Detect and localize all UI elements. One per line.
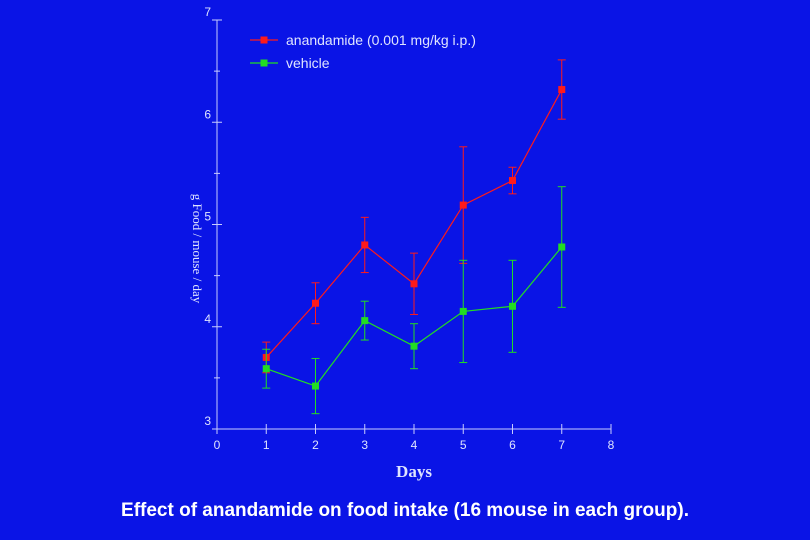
- series-line: [265, 89, 563, 358]
- data-point: [361, 241, 369, 249]
- legend-label: vehicle: [286, 55, 330, 71]
- y-tick-label: 4: [204, 312, 211, 326]
- data-point: [558, 86, 566, 94]
- y-tick-label: 7: [204, 5, 211, 19]
- x-tick-label: 2: [312, 438, 319, 452]
- data-point: [410, 280, 418, 288]
- series-vehicle: [262, 186, 566, 415]
- x-tick-label: 4: [411, 438, 418, 452]
- data-point: [459, 201, 467, 209]
- data-point: [509, 302, 516, 310]
- x-tick-label: 5: [460, 438, 467, 452]
- y-tick-label: 5: [204, 210, 211, 224]
- legend-marker: [260, 59, 268, 67]
- legend-label: anandamide (0.001 mg/kg i.p.): [286, 32, 476, 48]
- data-point: [459, 307, 467, 315]
- x-tick-label: 7: [558, 438, 565, 452]
- x-tick-label: 0: [214, 438, 221, 452]
- x-tick-label: 8: [608, 438, 615, 452]
- x-axis-label: Days: [396, 462, 432, 481]
- legend: anandamide (0.001 mg/kg i.p.) vehicle: [250, 32, 476, 71]
- y-axis-label: g Food / mouse / day: [190, 194, 205, 304]
- data-point: [312, 382, 319, 390]
- y-tick-label: 3: [204, 414, 211, 428]
- x-tick-label: 6: [509, 438, 516, 452]
- data-point: [361, 317, 369, 325]
- x-tick-label: 1: [263, 438, 270, 452]
- data-point: [262, 365, 270, 373]
- data-point: [509, 177, 516, 185]
- y-tick-label: 6: [204, 107, 211, 121]
- data-point: [558, 243, 566, 251]
- x-tick-label: 3: [361, 438, 368, 452]
- data-point: [410, 342, 418, 350]
- chart-caption: Effect of anandamide on food intake (16 …: [121, 500, 689, 521]
- data-point: [312, 299, 319, 307]
- legend-marker: [260, 36, 268, 44]
